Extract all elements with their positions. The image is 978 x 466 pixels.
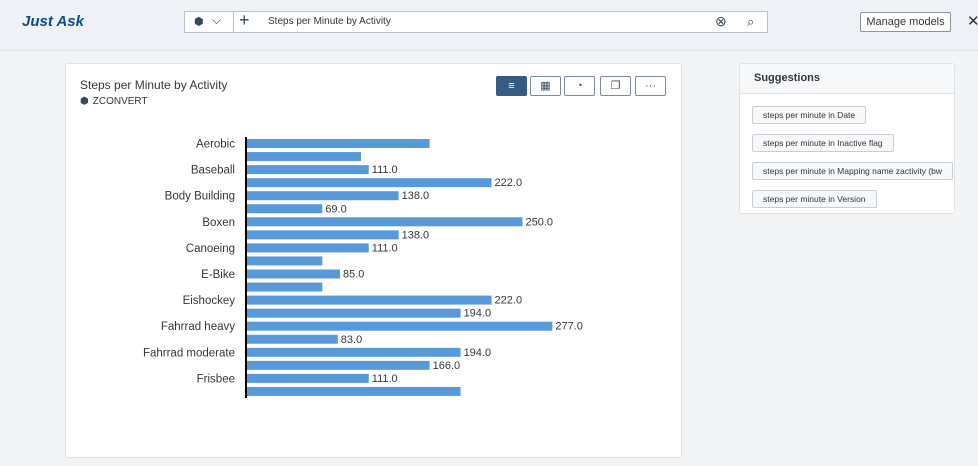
chart-title: Steps per Minute by Activity — [80, 78, 228, 92]
bar-10[interactable] — [246, 269, 341, 279]
category-label: Canoeing — [186, 243, 235, 255]
data-label: 85.0 — [343, 269, 364, 281]
close-icon[interactable]: ✕ — [967, 13, 978, 30]
bar-19[interactable] — [246, 386, 461, 396]
data-label: 111.0 — [372, 164, 398, 176]
data-label: 250.0 — [526, 216, 554, 228]
category-label: Body Building — [165, 191, 235, 203]
bar-chart: 111.0 222.0 138.0 69.0 250.0 138.0 111.0 85.0 22… — [143, 137, 583, 398]
category-label: E-Bike — [201, 269, 235, 281]
bar-17[interactable] — [246, 360, 430, 370]
data-label: 111.0 — [372, 373, 398, 385]
bar-11[interactable] — [246, 282, 323, 292]
category-label: Frisbee — [197, 373, 235, 385]
data-label: 194.0 — [464, 308, 492, 320]
explore-button[interactable]: ◔ — [564, 76, 595, 96]
search-icon[interactable]: ⌕ — [747, 14, 755, 29]
chart-source: ⬢ ZCONVERT — [80, 96, 148, 107]
manage-models-button[interactable]: Manage models — [860, 12, 951, 32]
category-label: Eishockey — [183, 295, 236, 307]
bar-7[interactable] — [246, 230, 399, 240]
model-icon: ⬢ — [80, 96, 89, 107]
data-label: 277.0 — [555, 321, 583, 333]
bar-3[interactable] — [246, 178, 492, 188]
bar-9[interactable] — [246, 256, 323, 266]
category-label: Boxen — [202, 217, 235, 229]
data-label: 83.0 — [341, 334, 362, 346]
suggestion-chip[interactable]: steps per minute in Mapping name zactivi… — [752, 162, 954, 180]
add-icon[interactable]: + — [239, 10, 250, 30]
app-title: Just Ask — [22, 13, 84, 30]
category-label: Fahrrad moderate — [143, 347, 235, 359]
bar-18[interactable] — [246, 373, 369, 383]
data-label: 222.0 — [495, 177, 523, 189]
bar-15[interactable] — [246, 334, 338, 344]
bar-1[interactable] — [246, 152, 362, 162]
search-bar[interactable]: ⬢ ⌵ + Steps per Minute by Activity ⊗ ⌕ — [184, 10, 768, 33]
bar-6[interactable] — [246, 217, 523, 227]
data-label: 111.0 — [372, 242, 398, 254]
suggestion-chip[interactable]: steps per minute in Inactive flag — [752, 134, 894, 152]
bar-chart-view-button[interactable]: ≡ — [496, 76, 527, 96]
bar-14[interactable] — [246, 321, 553, 331]
data-label: 194.0 — [464, 347, 492, 359]
model-icon: ⬢ — [194, 16, 204, 28]
more-options-button[interactable]: ··· — [635, 76, 666, 96]
table-view-button[interactable]: ▦ — [530, 76, 561, 96]
category-label: Fahrrad heavy — [161, 321, 235, 333]
suggestion-chip[interactable]: steps per minute in Version — [752, 190, 877, 208]
query-input[interactable]: Steps per Minute by Activity — [268, 16, 391, 27]
model-selector-button[interactable]: ⬢ ⌵ — [185, 12, 234, 32]
chart-card: Steps per Minute by Activity ⬢ ZCONVERT ≡… — [65, 63, 682, 458]
category-label: Baseball — [191, 165, 235, 177]
suggestions-panel: Suggestions steps per minute in Date ste… — [739, 63, 955, 214]
bar-2[interactable] — [246, 165, 369, 175]
data-label: 69.0 — [325, 203, 346, 215]
data-label: 138.0 — [402, 229, 430, 241]
bar-13[interactable] — [246, 308, 461, 318]
bar-12[interactable] — [246, 295, 492, 305]
clear-icon[interactable]: ⊗ — [715, 13, 727, 29]
data-label: 166.0 — [433, 360, 461, 372]
copy-button[interactable]: ❐ — [600, 76, 631, 96]
bar-0[interactable] — [246, 139, 430, 148]
bar-16[interactable] — [246, 347, 461, 357]
bar-8[interactable] — [246, 243, 369, 253]
bar-4[interactable] — [246, 191, 399, 201]
suggestions-title: Suggestions — [740, 64, 954, 94]
suggestion-chip[interactable]: steps per minute in Date — [752, 106, 867, 124]
category-label: Aerobic — [196, 139, 235, 151]
chevron-down-icon: ⌵ — [212, 13, 222, 27]
data-label: 138.0 — [402, 190, 430, 202]
source-name: ZCONVERT — [92, 96, 148, 107]
data-label: 222.0 — [495, 295, 523, 307]
bar-5[interactable] — [246, 204, 323, 214]
app-header: Just Ask ⬢ ⌵ + Steps per Minute by Activ… — [0, 0, 978, 51]
